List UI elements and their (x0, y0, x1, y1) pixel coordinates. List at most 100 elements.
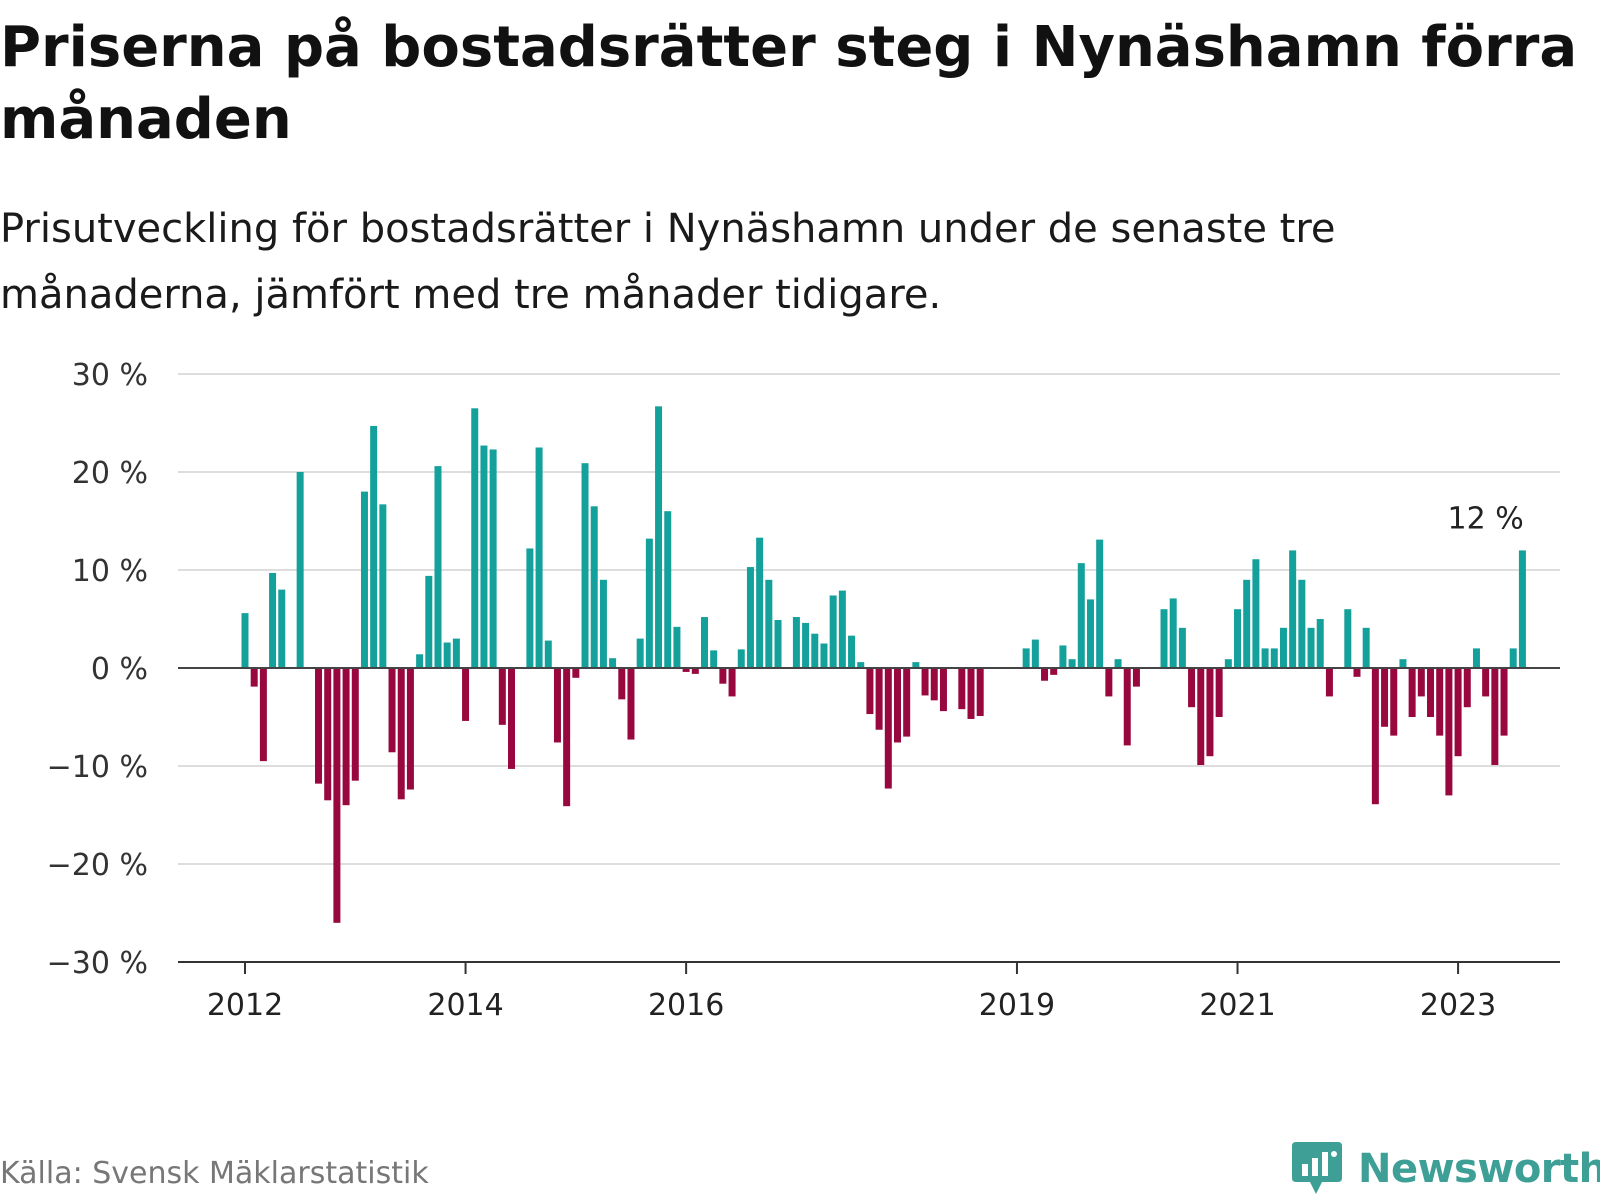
bar (728, 668, 736, 697)
bar (1086, 599, 1094, 668)
bar (269, 572, 277, 668)
bar (1472, 648, 1480, 668)
bar (1500, 668, 1508, 736)
bar (1243, 579, 1251, 668)
bar (590, 506, 598, 668)
bar (1279, 627, 1287, 668)
bar (1454, 668, 1462, 757)
bar (1215, 668, 1223, 717)
bar (884, 668, 892, 789)
bar (673, 626, 681, 668)
bar (746, 567, 754, 668)
bar (1491, 668, 1499, 766)
bar (360, 491, 368, 668)
bar (1068, 659, 1076, 668)
bar (278, 589, 286, 668)
bar (811, 633, 819, 668)
bar (544, 640, 552, 668)
bar (1160, 609, 1168, 668)
bar (471, 408, 479, 668)
bar (829, 595, 837, 668)
bar (1077, 563, 1085, 668)
bar (1022, 648, 1030, 668)
x-tick-label: 2014 (427, 988, 503, 1023)
bar (1344, 609, 1352, 668)
bar (434, 466, 442, 668)
y-tick-label: −30 % (47, 946, 148, 981)
source-note: Källa: Svensk Mäklarstatistik (0, 1156, 429, 1191)
bar (1270, 648, 1278, 668)
bar (416, 654, 424, 668)
bar (765, 579, 773, 668)
bar (599, 579, 607, 668)
bar (1261, 648, 1269, 668)
bar (388, 668, 396, 753)
bar (1105, 668, 1113, 697)
bar (719, 668, 727, 684)
x-tick-label: 2023 (1420, 988, 1496, 1023)
bar (296, 472, 304, 668)
bar (701, 617, 708, 668)
bar (572, 668, 580, 678)
bar (553, 668, 561, 743)
bar (315, 668, 323, 784)
brand-logo[interactable]: Newsworthy (1290, 1140, 1600, 1198)
x-tick-label: 2021 (1199, 988, 1275, 1023)
bar (1316, 619, 1324, 668)
bar (1427, 668, 1435, 717)
bar (443, 642, 451, 668)
bar (333, 668, 341, 923)
bar (526, 548, 534, 668)
bar (324, 668, 332, 801)
bar (802, 622, 810, 668)
bar (397, 668, 405, 800)
bar (1188, 668, 1196, 708)
bar (379, 504, 387, 668)
bar (958, 668, 966, 710)
bar (1362, 627, 1370, 668)
y-tick-label: 0 % (91, 652, 148, 687)
x-tick-label: 2019 (979, 988, 1055, 1023)
bar (774, 619, 782, 668)
bar (903, 668, 911, 737)
bar (1381, 668, 1389, 727)
bar (241, 613, 249, 668)
bar (838, 590, 846, 668)
x-tick-label: 2016 (648, 988, 724, 1023)
bar (939, 668, 947, 712)
bar-chart: 30 %20 %10 %0 %−10 %−20 %−30 % 2012 2014 2… (47, 358, 1560, 1023)
bar (1390, 668, 1398, 736)
bar (930, 668, 938, 701)
bar (370, 425, 378, 668)
bar (508, 668, 516, 769)
bar (1408, 668, 1416, 717)
bar (1518, 550, 1526, 668)
bar (1206, 668, 1214, 757)
bar (1482, 668, 1490, 697)
y-tick-label: 20 % (72, 456, 148, 491)
bar (1123, 668, 1131, 746)
bar (1417, 668, 1425, 697)
bar (250, 668, 258, 687)
x-tick-label: 2012 (207, 988, 283, 1023)
bar (866, 668, 874, 715)
bar (342, 668, 350, 806)
bar (462, 668, 470, 721)
bar (1298, 579, 1306, 668)
bar (1371, 668, 1379, 805)
bar (1224, 659, 1232, 668)
y-tick-label: −10 % (47, 750, 148, 785)
bar (535, 447, 543, 668)
bar (1197, 668, 1205, 766)
bar (609, 658, 617, 668)
bar (710, 650, 718, 668)
bar (1031, 639, 1039, 668)
bar (921, 668, 929, 696)
bar (480, 445, 488, 668)
brand-name: Newsworthy (1358, 1146, 1600, 1192)
bar (967, 668, 975, 719)
bar (1289, 550, 1297, 668)
bar (1307, 627, 1315, 668)
bar (1234, 609, 1242, 668)
bar (1114, 659, 1122, 668)
